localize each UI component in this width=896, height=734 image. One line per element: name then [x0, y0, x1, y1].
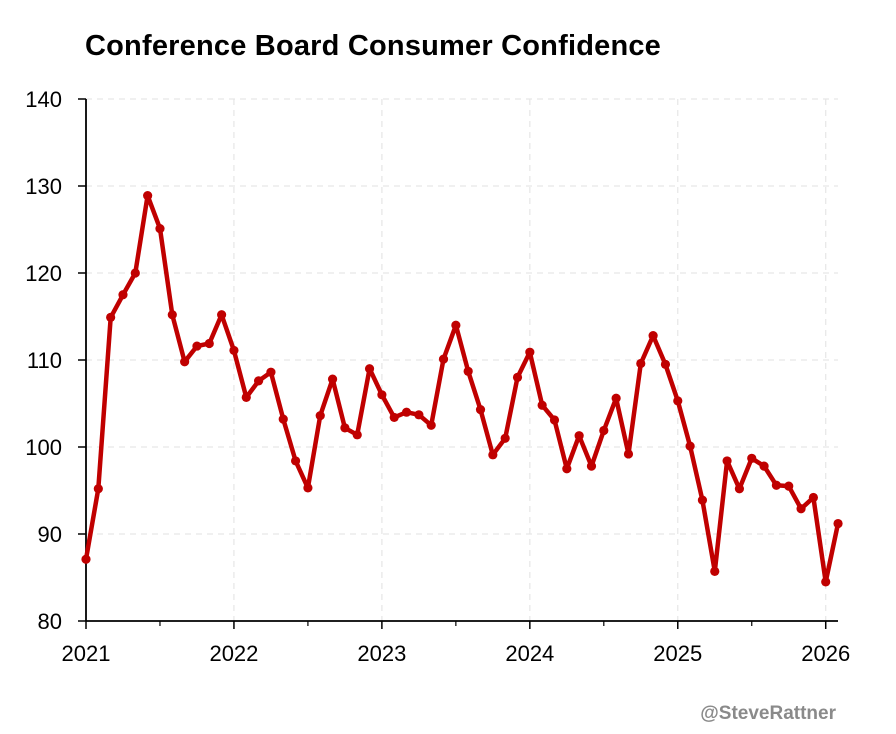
data-point	[290, 456, 301, 466]
data-point	[771, 480, 782, 490]
series-points	[81, 190, 843, 587]
x-tick-label-2022: 2022	[209, 641, 258, 666]
y-tick-label-140: 140	[25, 87, 62, 112]
y-tick-label-80: 80	[38, 609, 62, 634]
data-point	[364, 364, 375, 374]
data-point	[537, 400, 547, 410]
x-tick-label-2025: 2025	[653, 641, 702, 666]
data-point	[833, 518, 843, 529]
data-point	[229, 345, 239, 356]
data-point	[192, 341, 202, 351]
data-point	[475, 404, 486, 415]
credit-text: @SteveRattner	[700, 703, 836, 724]
x-tick-label-2026: 2026	[801, 641, 850, 666]
data-point	[512, 372, 523, 382]
data-point	[660, 359, 671, 369]
data-point	[241, 392, 251, 403]
data-point	[204, 338, 214, 349]
y-tick-label-110: 110	[27, 348, 62, 373]
data-point	[623, 449, 634, 459]
tick-labels: 80 90 100 110 120 130 140 2021 2022 2023 2024 2025 2…	[25, 87, 850, 666]
data-point	[599, 425, 609, 436]
y-tick-label-90: 90	[38, 522, 62, 547]
data-point	[340, 423, 350, 433]
data-point	[562, 464, 572, 474]
data-point	[438, 354, 449, 364]
data-point	[488, 450, 498, 460]
data-point	[574, 431, 584, 441]
data-point	[389, 412, 399, 423]
series-line	[83, 193, 841, 585]
x-tick-label-2021: 2021	[62, 641, 111, 666]
x-tick-label-2023: 2023	[357, 641, 406, 666]
data-point	[118, 290, 128, 300]
data-point	[315, 411, 325, 421]
data-point	[303, 483, 313, 493]
data-point	[93, 484, 103, 494]
data-point	[155, 224, 165, 234]
data-point	[401, 407, 412, 417]
data-point	[130, 268, 140, 278]
data-point	[636, 358, 646, 369]
data-point	[106, 312, 116, 322]
data-point	[796, 504, 806, 514]
data-point	[685, 441, 695, 451]
data-point	[327, 374, 338, 384]
data-point	[586, 461, 597, 471]
data-point	[525, 347, 535, 357]
data-point	[808, 492, 818, 503]
data-point	[167, 310, 177, 320]
data-point	[377, 390, 387, 400]
data-point	[217, 310, 227, 320]
data-point	[414, 410, 424, 420]
data-point	[463, 366, 473, 376]
data-point	[451, 320, 461, 330]
data-point	[143, 190, 153, 201]
x-tick-label-2024: 2024	[505, 641, 554, 666]
data-point	[266, 367, 276, 377]
data-point	[500, 433, 510, 443]
data-point	[697, 495, 708, 505]
data-point	[821, 577, 831, 587]
data-point	[278, 414, 288, 424]
data-point	[673, 396, 683, 406]
data-point	[722, 456, 732, 466]
data-point	[747, 453, 757, 463]
chart-title: Conference Board Consumer Confidence	[85, 30, 662, 62]
y-tick-label-130: 130	[25, 174, 62, 199]
data-point	[352, 430, 362, 440]
data-point	[611, 393, 621, 403]
data-point	[784, 481, 794, 491]
axis-ticks	[78, 98, 827, 629]
data-point	[180, 357, 190, 367]
data-point	[710, 566, 720, 577]
data-point	[549, 415, 560, 425]
data-point	[426, 420, 436, 430]
y-tick-label-120: 120	[25, 261, 62, 286]
data-point	[81, 554, 91, 564]
data-point	[734, 484, 745, 494]
data-point	[648, 331, 658, 341]
data-point	[759, 461, 769, 471]
gridlines	[86, 98, 838, 621]
data-point	[254, 376, 264, 386]
y-tick-label-100: 100	[25, 435, 62, 460]
